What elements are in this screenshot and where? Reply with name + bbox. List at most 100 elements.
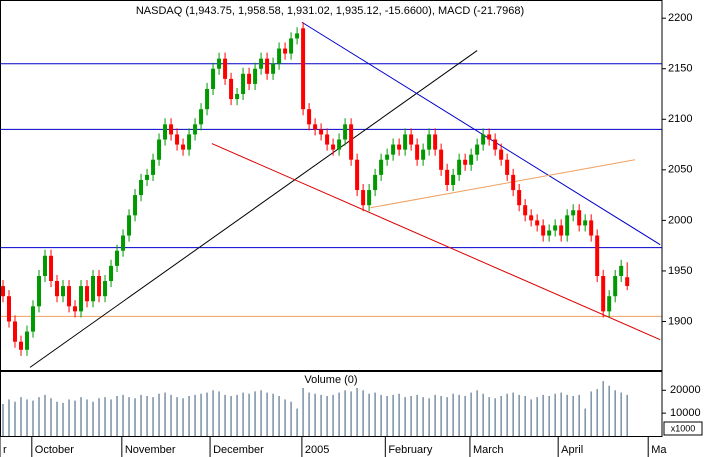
candle-body: [13, 321, 18, 342]
candle-body: [613, 275, 618, 297]
candle-body: [571, 210, 576, 216]
candle-body: [499, 149, 504, 160]
y-tick-label: 1950: [668, 265, 692, 277]
candle-body: [109, 265, 114, 282]
candle-body: [151, 159, 156, 175]
candle-body: [409, 134, 414, 145]
trend-line: [29, 50, 478, 368]
candle-body: [373, 174, 378, 191]
candle-body: [595, 235, 600, 276]
candle-body: [325, 134, 330, 145]
candle-body: [391, 144, 396, 155]
candle-body: [103, 281, 108, 297]
candle-body: [145, 174, 150, 180]
candle-body: [37, 275, 42, 307]
candle-body: [403, 134, 408, 150]
candle-body: [121, 235, 126, 251]
candle-body: [439, 149, 444, 170]
x-tick-label: December: [213, 444, 264, 456]
x-tick-label: 2005: [305, 444, 329, 456]
x-tick-label: February: [388, 444, 433, 456]
candle-body: [25, 331, 30, 350]
volume-plot: [2, 381, 628, 436]
candle-body: [259, 58, 264, 69]
candle-body: [541, 225, 546, 236]
candle-body: [97, 275, 102, 297]
price-frame: [0, 0, 663, 371]
candle-body: [169, 124, 174, 135]
candle-body: [415, 144, 420, 160]
candle-body: [589, 220, 594, 236]
candle-body: [367, 190, 372, 206]
candle-body: [565, 215, 570, 236]
volume-y-tick-label: 20000: [670, 384, 701, 396]
candle-body: [307, 109, 312, 125]
volume-frame: [0, 371, 663, 437]
y-tick-label: 2200: [668, 12, 692, 24]
candle-body: [271, 63, 276, 74]
candle-body: [457, 159, 462, 175]
x-tick-label: November: [125, 444, 176, 456]
candle-body: [115, 250, 120, 266]
candle-body: [133, 195, 138, 216]
candle-body: [547, 230, 552, 236]
x-tick-label: April: [561, 444, 583, 456]
candle-body: [625, 277, 630, 286]
candle-body: [55, 281, 60, 297]
candle-body: [601, 275, 606, 312]
candle-body: [361, 190, 366, 206]
y-tick-label: 2150: [668, 63, 692, 75]
candle-body: [253, 68, 258, 84]
candle-body: [379, 159, 384, 175]
candle-body: [43, 255, 48, 276]
candle-body: [529, 215, 534, 221]
price-plot: [0, 21, 662, 368]
candle-body: [445, 169, 450, 185]
volume-unit: x1000: [671, 423, 696, 433]
candle-body: [199, 109, 204, 125]
candle-body: [337, 139, 342, 150]
candle-body: [511, 174, 516, 191]
volume-y-tick-label: 10000: [670, 407, 701, 419]
candle-body: [223, 58, 228, 79]
candle-body: [343, 124, 348, 140]
candle-body: [577, 210, 582, 226]
candle-body: [61, 286, 66, 297]
candle-body: [187, 134, 192, 150]
candle-body: [235, 94, 240, 100]
candle-body: [523, 205, 528, 216]
candle-body: [19, 341, 24, 350]
candle-body: [139, 179, 144, 196]
unit-box: [663, 421, 703, 436]
candle-body: [193, 124, 198, 135]
candle-body: [295, 33, 300, 39]
candle-body: [553, 225, 558, 231]
chart-title: NASDAQ (1,943.75, 1,958.58, 1,931.02, 1,…: [136, 5, 524, 17]
candle-body: [517, 190, 522, 206]
candle-body: [283, 48, 288, 54]
candle-body: [349, 124, 354, 160]
candle-body: [487, 134, 492, 140]
y-tick-label: 1900: [668, 315, 692, 327]
candle-body: [127, 215, 132, 236]
candle-body: [433, 134, 438, 150]
candle-body: [505, 159, 510, 175]
candle-body: [421, 149, 426, 160]
candle-body: [181, 144, 186, 150]
candle-body: [49, 255, 54, 282]
candle-body: [493, 139, 498, 150]
candle-body: [427, 134, 432, 150]
candle-body: [331, 144, 336, 150]
candle-body: [73, 306, 78, 312]
candle-body: [607, 296, 612, 312]
x-tick-label: r: [3, 444, 7, 456]
candle-body: [1, 286, 6, 297]
candle-body: [451, 174, 456, 185]
candle-body: [355, 159, 360, 191]
candle-body: [475, 144, 480, 155]
y-tick-label: 2050: [668, 164, 692, 176]
candle-body: [319, 129, 324, 135]
trend-line: [370, 159, 636, 209]
